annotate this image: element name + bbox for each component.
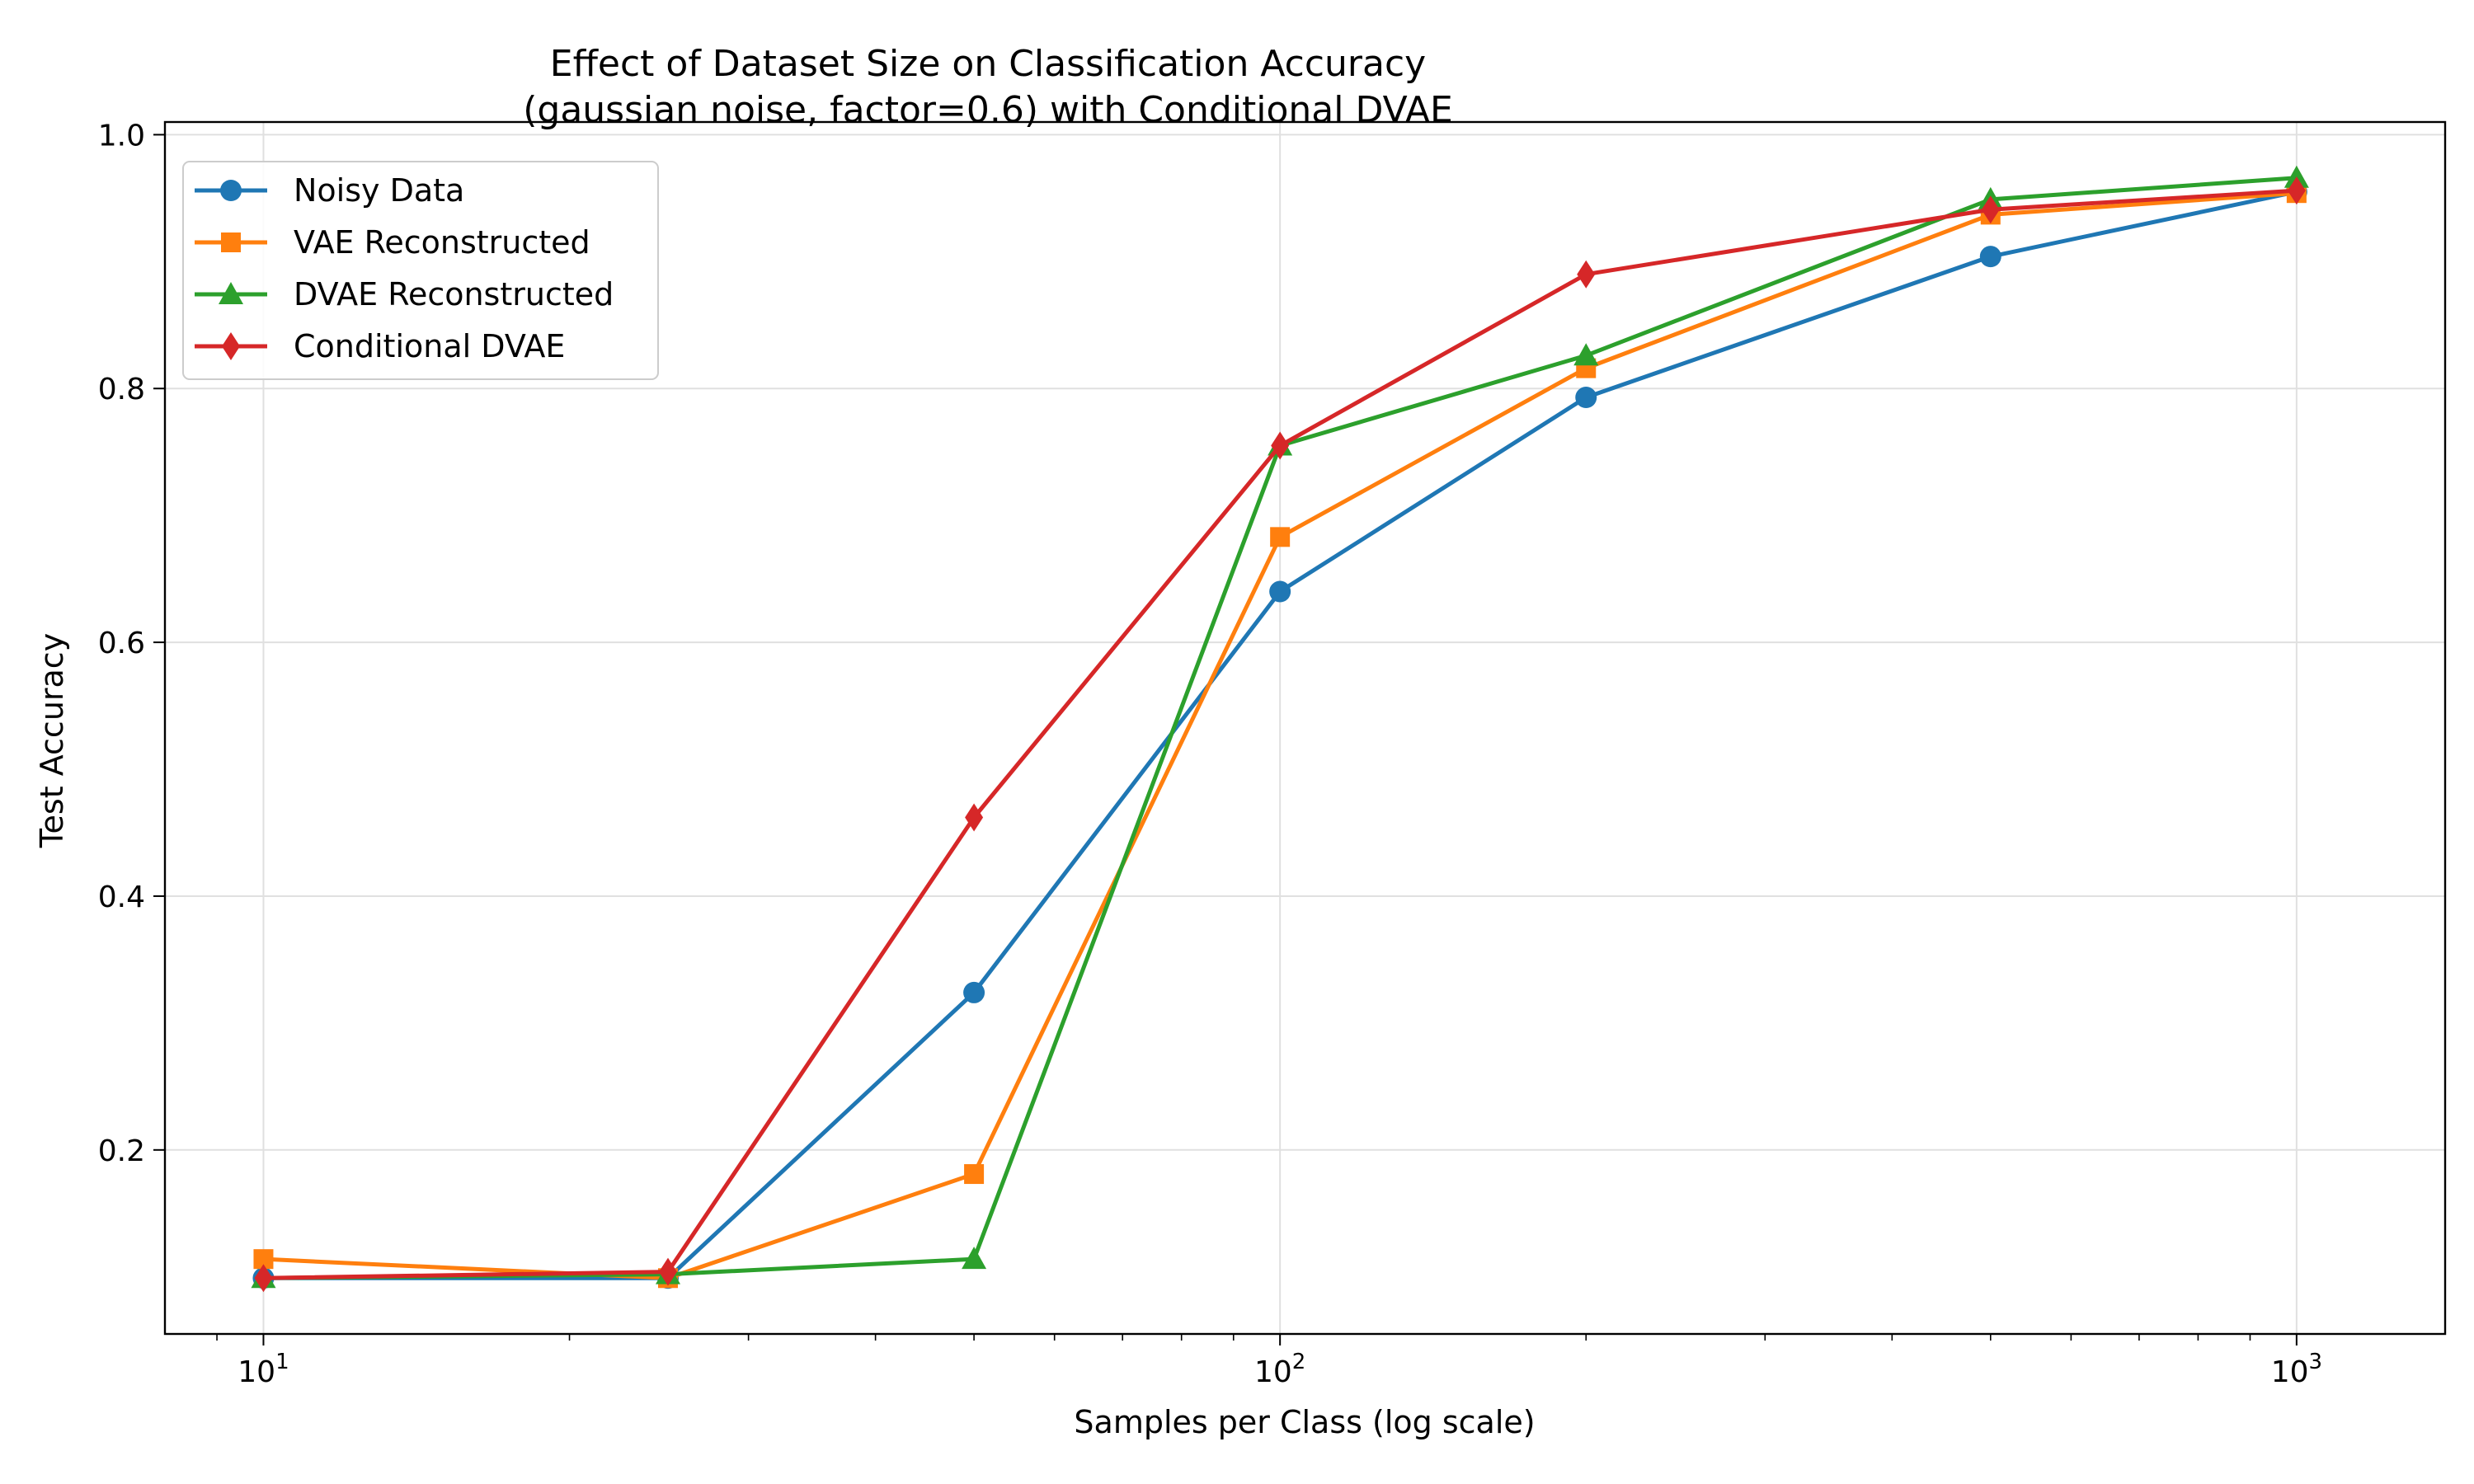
legend-label: DVAE Reconstructed bbox=[294, 276, 614, 312]
data-point-conditional-dvae bbox=[2287, 176, 2306, 205]
data-point-conditional-dvae bbox=[965, 803, 984, 832]
legend: Noisy Data VAE Reconstructed DVAE Reconstr… bbox=[182, 161, 659, 380]
data-point-conditional-dvae bbox=[659, 1257, 678, 1286]
chart-title: Effect of Dataset Size on Classification… bbox=[550, 43, 1426, 85]
data-point-vae-reconstructed bbox=[1270, 527, 1291, 547]
legend-label: Noisy Data bbox=[294, 172, 464, 209]
y-axis-label: Test Accuracy bbox=[34, 633, 70, 848]
series-group bbox=[251, 165, 2309, 1293]
legend-label: Conditional DVAE bbox=[294, 328, 565, 364]
legend-item-vae-reconstructed: VAE Reconstructed bbox=[195, 224, 590, 261]
data-point-dvae-reconstructed bbox=[962, 1247, 987, 1270]
data-point-conditional-dvae bbox=[1271, 431, 1290, 460]
gridlines bbox=[165, 122, 2445, 1334]
legend-marker bbox=[219, 282, 243, 304]
minor-ticks bbox=[216, 1334, 2251, 1341]
data-point-vae-reconstructed bbox=[964, 1164, 985, 1185]
legend-item-dvae-reconstructed: DVAE Reconstructed bbox=[195, 276, 614, 312]
y-tick-label: 1.0 bbox=[98, 119, 145, 153]
chart-subtitle: (gaussian noise, factor=0.6) with Condit… bbox=[523, 89, 1453, 131]
data-point-dvae-reconstructed bbox=[1573, 343, 1599, 366]
data-point-noisy-data bbox=[1979, 246, 2001, 268]
data-point-conditional-dvae bbox=[1981, 195, 2000, 224]
y-tick-label: 0.6 bbox=[98, 627, 145, 660]
x-tick-label: 103 bbox=[2271, 1350, 2322, 1389]
plot-frame bbox=[163, 120, 2447, 1336]
x-tick-label: 102 bbox=[1254, 1350, 1305, 1389]
legend-item-noisy-data: Noisy Data bbox=[195, 172, 464, 209]
legend-marker bbox=[221, 232, 241, 252]
x-axis-ticks: 101 102 103 bbox=[238, 1334, 2322, 1389]
x-tick-label: 101 bbox=[238, 1350, 289, 1389]
legend-box bbox=[182, 161, 659, 380]
legend-label: VAE Reconstructed bbox=[294, 224, 590, 261]
data-point-conditional-dvae bbox=[1577, 260, 1596, 289]
series-conditional-dvae bbox=[254, 176, 2306, 1293]
data-point-noisy-data bbox=[1575, 387, 1597, 409]
y-tick-label: 0.4 bbox=[98, 881, 145, 914]
y-tick-label: 0.2 bbox=[98, 1134, 145, 1168]
data-point-conditional-dvae bbox=[254, 1264, 273, 1293]
y-tick-label: 0.8 bbox=[98, 373, 145, 406]
data-point-noisy-data bbox=[963, 981, 985, 1003]
legend-marker bbox=[222, 332, 240, 360]
data-point-noisy-data bbox=[1269, 580, 1291, 603]
legend-item-conditional-dvae: Conditional DVAE bbox=[195, 328, 565, 364]
legend-marker bbox=[220, 180, 242, 201]
y-axis-ticks: 0.2 0.4 0.6 0.8 1.0 bbox=[98, 119, 165, 1168]
x-axis-label: Samples per Class (log scale) bbox=[1074, 1404, 1535, 1440]
